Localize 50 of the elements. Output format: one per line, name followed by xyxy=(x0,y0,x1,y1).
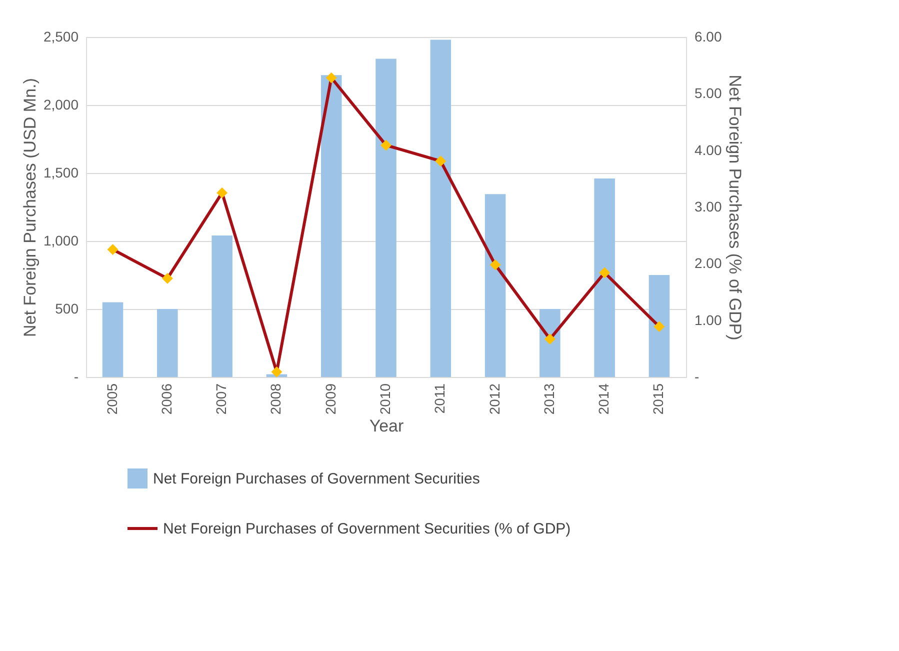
point xyxy=(326,72,337,84)
x-tick-label: 2007 xyxy=(213,383,230,415)
x-tick-label: 2006 xyxy=(158,383,174,415)
point xyxy=(162,272,173,284)
y-tick-label: 2,500 xyxy=(43,28,79,44)
point xyxy=(271,366,282,378)
bar xyxy=(212,236,232,377)
x-tick-label: 2005 xyxy=(104,383,120,415)
y2-tick-label: 2.00 xyxy=(694,255,722,272)
y-tick-label: 1,500 xyxy=(43,164,79,180)
bar xyxy=(484,194,506,377)
y-tick-label: 1,000 xyxy=(43,232,79,248)
y2-tick-label: 3.00 xyxy=(694,198,722,214)
point xyxy=(544,334,556,345)
y2-tick-label: 5.00 xyxy=(694,85,722,102)
y2-axis-title: Net Foreign Purchases (% of GDP) xyxy=(726,74,745,340)
point xyxy=(435,156,446,167)
x-tick-label: 2011 xyxy=(432,383,448,414)
legend-label: Net Foreign Purchases of Government Securities xyxy=(153,470,480,488)
x-tick-label: 2015 xyxy=(650,383,666,415)
y-tick-label: - xyxy=(74,368,79,384)
x-axis-title: Year xyxy=(369,416,404,436)
bar xyxy=(376,58,396,377)
x-tick-label: 2013 xyxy=(540,383,557,415)
x-tick-label: 2010 xyxy=(377,383,393,415)
point xyxy=(107,244,118,255)
x-tick-label: 2014 xyxy=(596,383,612,415)
point xyxy=(654,321,665,332)
y-axis-title: Net Foreign Purchases (USD Mn.) xyxy=(20,78,40,337)
y2-tick-label: 6.00 xyxy=(694,28,722,44)
point xyxy=(599,267,610,278)
y-tick-label: 2,000 xyxy=(43,96,79,112)
bar xyxy=(430,40,452,377)
y2-tick-label: 1.00 xyxy=(694,312,722,328)
y-tick-label: 500 xyxy=(55,300,79,316)
point xyxy=(380,140,392,151)
x-tick-label: 2008 xyxy=(268,383,284,415)
bar xyxy=(102,302,124,377)
legend-label: Net Foreign Purchases of Government Securities (% of GDP) xyxy=(163,520,571,538)
bar xyxy=(540,309,560,377)
x-tick-label: 2012 xyxy=(486,383,502,415)
bar xyxy=(157,309,178,377)
x-tick-label: 2009 xyxy=(322,383,338,415)
bar xyxy=(648,275,670,377)
bar xyxy=(320,75,342,377)
y2-tick-label: 4.00 xyxy=(694,142,722,158)
point xyxy=(216,187,228,198)
y2-tick-label: - xyxy=(694,368,700,384)
bar xyxy=(594,178,615,377)
point xyxy=(490,259,501,270)
